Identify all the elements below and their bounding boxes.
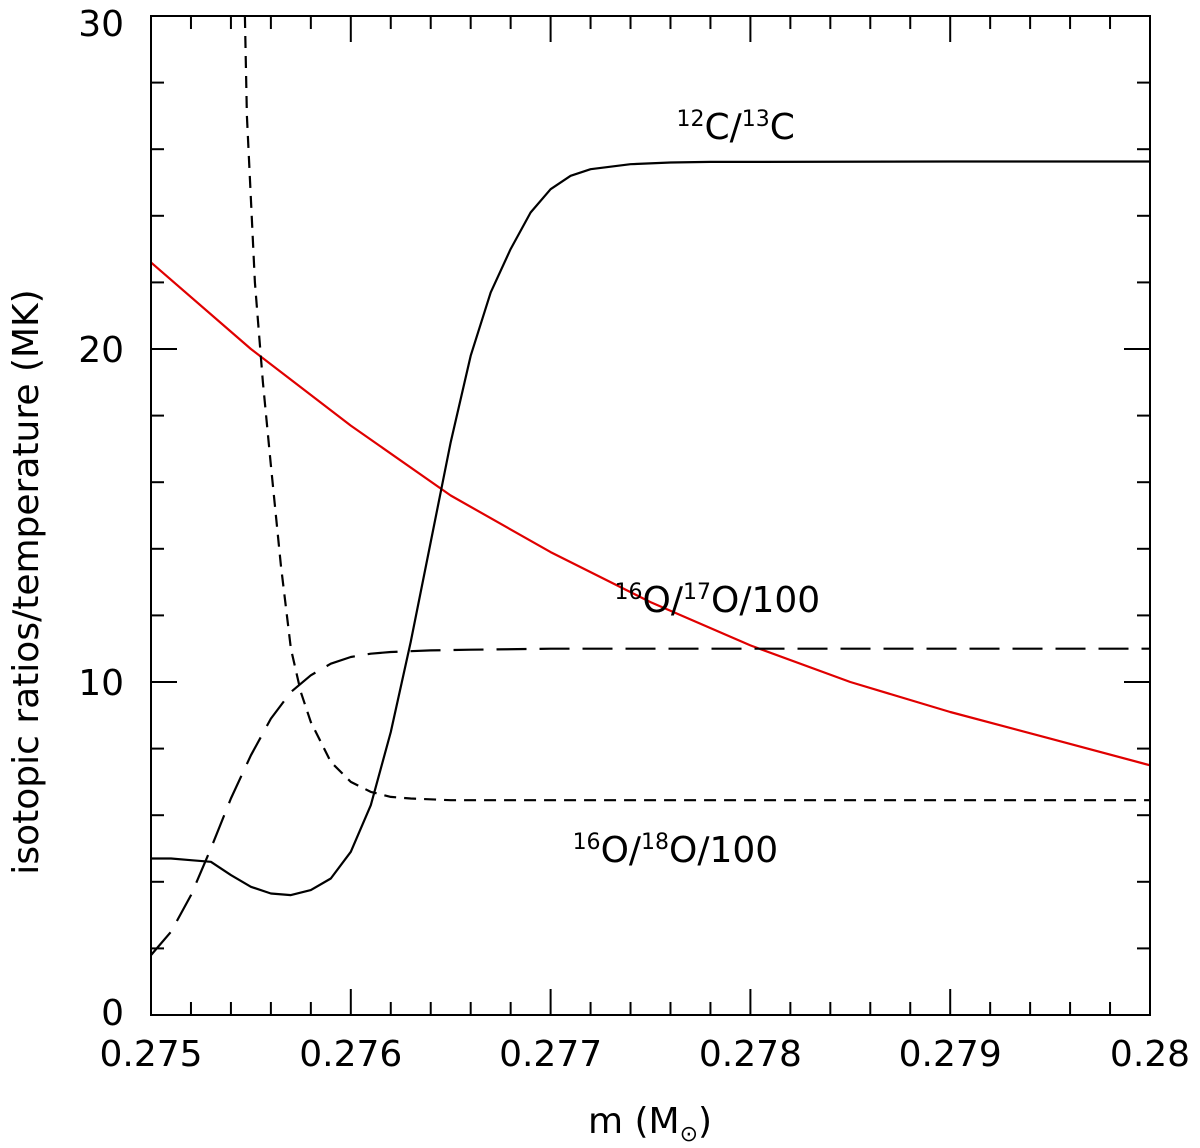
annotation-text: O/ <box>643 580 684 621</box>
x-axis-title-sub: ⊙ <box>680 1122 698 1147</box>
series-annotation: 12C/13C <box>676 107 794 148</box>
labels: 0.275 0.276 0.277 0.278 0.279 0.28 0 10 20 30 m (M… <box>6 4 1190 1147</box>
y-tick-label: 10 <box>78 663 124 704</box>
annotation-superscript: 16 <box>615 580 643 605</box>
plot-frame <box>150 15 1151 1016</box>
annotation-text: C <box>770 107 795 148</box>
y-tick-label: 20 <box>78 330 124 371</box>
annotation-text: C/ <box>704 107 742 148</box>
y-tick-label: 30 <box>78 4 124 45</box>
x-tick-label: 0.275 <box>99 1034 202 1075</box>
series-line-c12_c13 <box>151 160 1150 897</box>
annotation-superscript: 16 <box>573 830 601 855</box>
series-line-o16_o17 <box>151 647 1150 956</box>
y-axis-title: isotopic ratios/temperature (MK) <box>6 289 47 874</box>
annotation-text: O/100 <box>711 580 820 621</box>
annotation-superscript: 13 <box>742 107 770 132</box>
x-tick-label: 0.276 <box>299 1034 402 1075</box>
y-tick-label: 0 <box>101 993 124 1034</box>
series-line-o16_o18 <box>243 16 1150 802</box>
x-tick-label: 0.28 <box>1110 1034 1190 1075</box>
series-annotation: 16O/17O/100 <box>615 580 821 621</box>
x-tick-label: 0.279 <box>899 1034 1002 1075</box>
annotation-text: O/100 <box>669 830 778 871</box>
series-annotation: 16O/18O/100 <box>573 830 779 871</box>
series-line-temperature <box>151 261 1150 767</box>
x-axis-title: m (M⊙) <box>588 1101 712 1147</box>
plot-area <box>151 16 1150 956</box>
x-axis-title-close: ) <box>698 1101 712 1142</box>
annotation-text: O/ <box>601 830 642 871</box>
annotation-superscript: 12 <box>676 107 704 132</box>
x-tick-label: 0.277 <box>499 1034 602 1075</box>
axes <box>150 15 1151 1016</box>
annotation-superscript: 17 <box>683 580 711 605</box>
x-tick-label: 0.278 <box>699 1034 802 1075</box>
x-axis-title-main: m (M <box>588 1101 680 1142</box>
annotation-superscript: 18 <box>641 830 669 855</box>
